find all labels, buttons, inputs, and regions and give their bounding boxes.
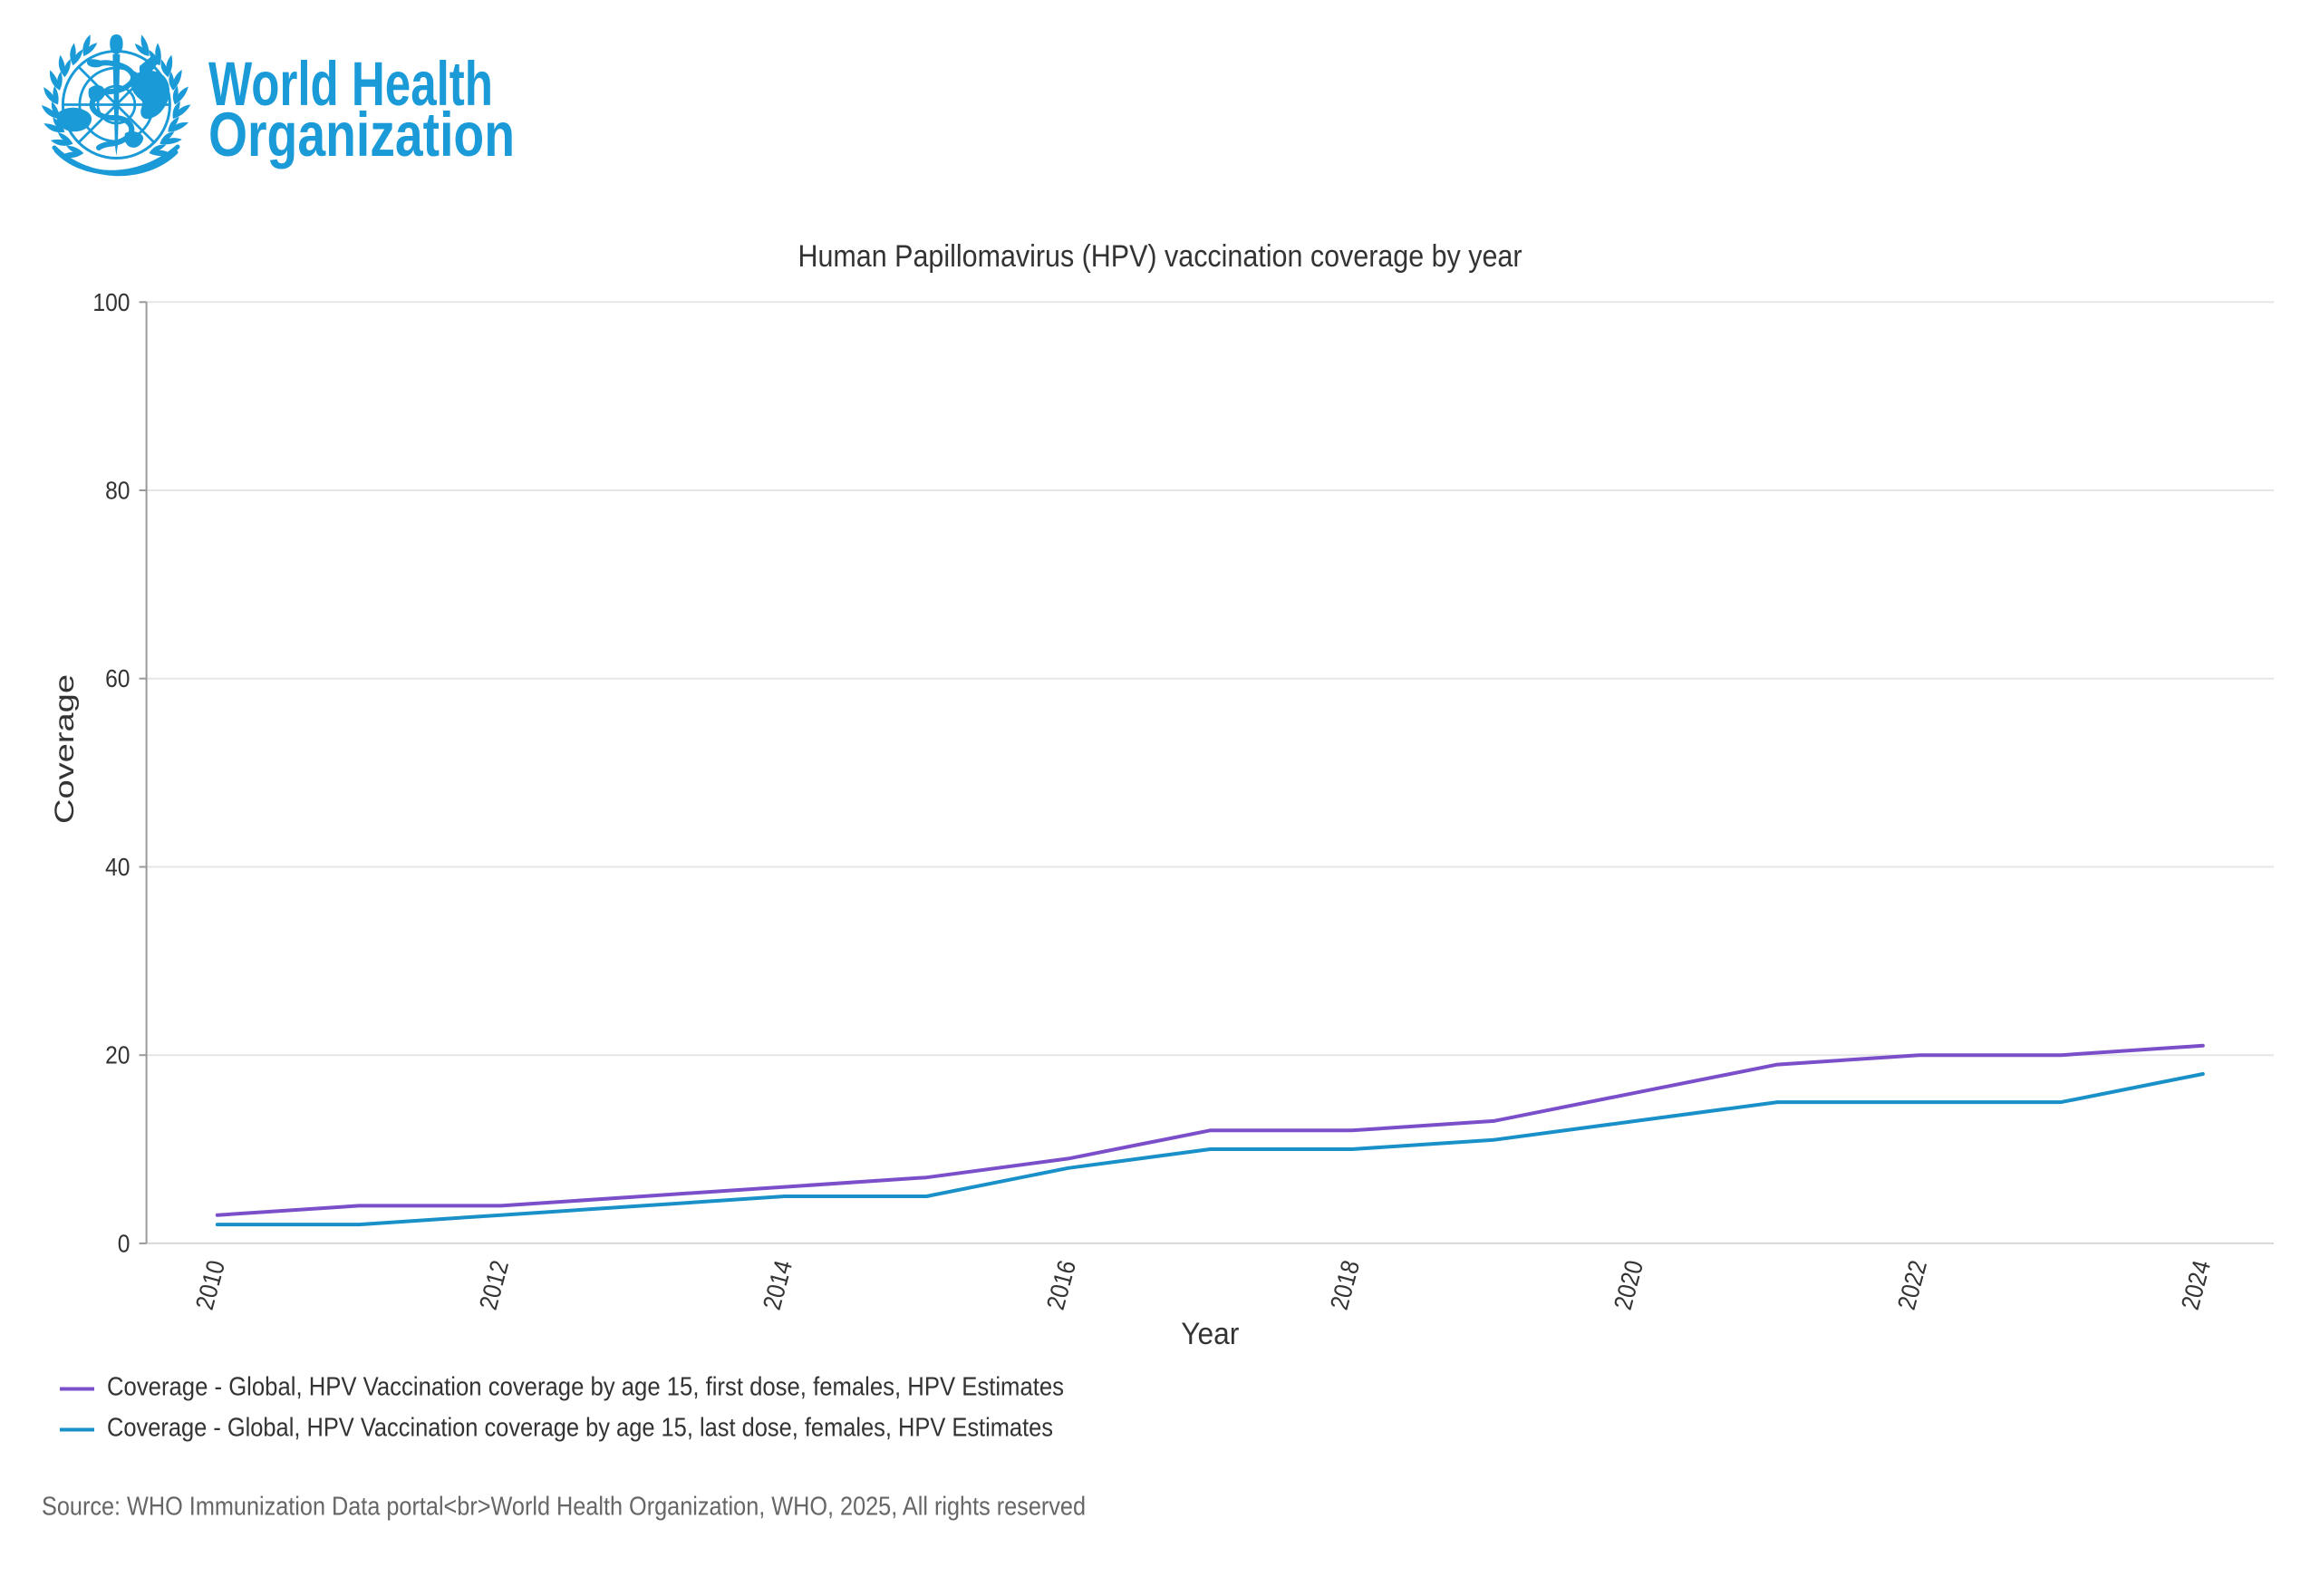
svg-text:0: 0 (118, 1229, 130, 1257)
svg-text:Coverage - Global, HPV Vaccina: Coverage - Global, HPV Vaccination cover… (107, 1373, 1064, 1402)
svg-text:World Health: World Health (208, 49, 493, 119)
svg-text:Human Papillomavirus (HPV) vac: Human Papillomavirus (HPV) vaccination c… (798, 239, 1522, 274)
svg-text:Organization: Organization (208, 100, 515, 169)
svg-text:20: 20 (105, 1041, 130, 1069)
svg-text:Source: WHO Immunization Data: Source: WHO Immunization Data portal<br>… (42, 1493, 1086, 1522)
svg-text:80: 80 (105, 477, 130, 505)
svg-text:40: 40 (105, 853, 130, 881)
svg-text:Coverage - Global, HPV Vaccina: Coverage - Global, HPV Vaccination cover… (107, 1414, 1053, 1443)
svg-text:100: 100 (92, 288, 130, 316)
svg-text:Year: Year (1181, 1317, 1239, 1351)
svg-text:60: 60 (105, 664, 130, 692)
svg-text:Coverage: Coverage (50, 674, 80, 824)
